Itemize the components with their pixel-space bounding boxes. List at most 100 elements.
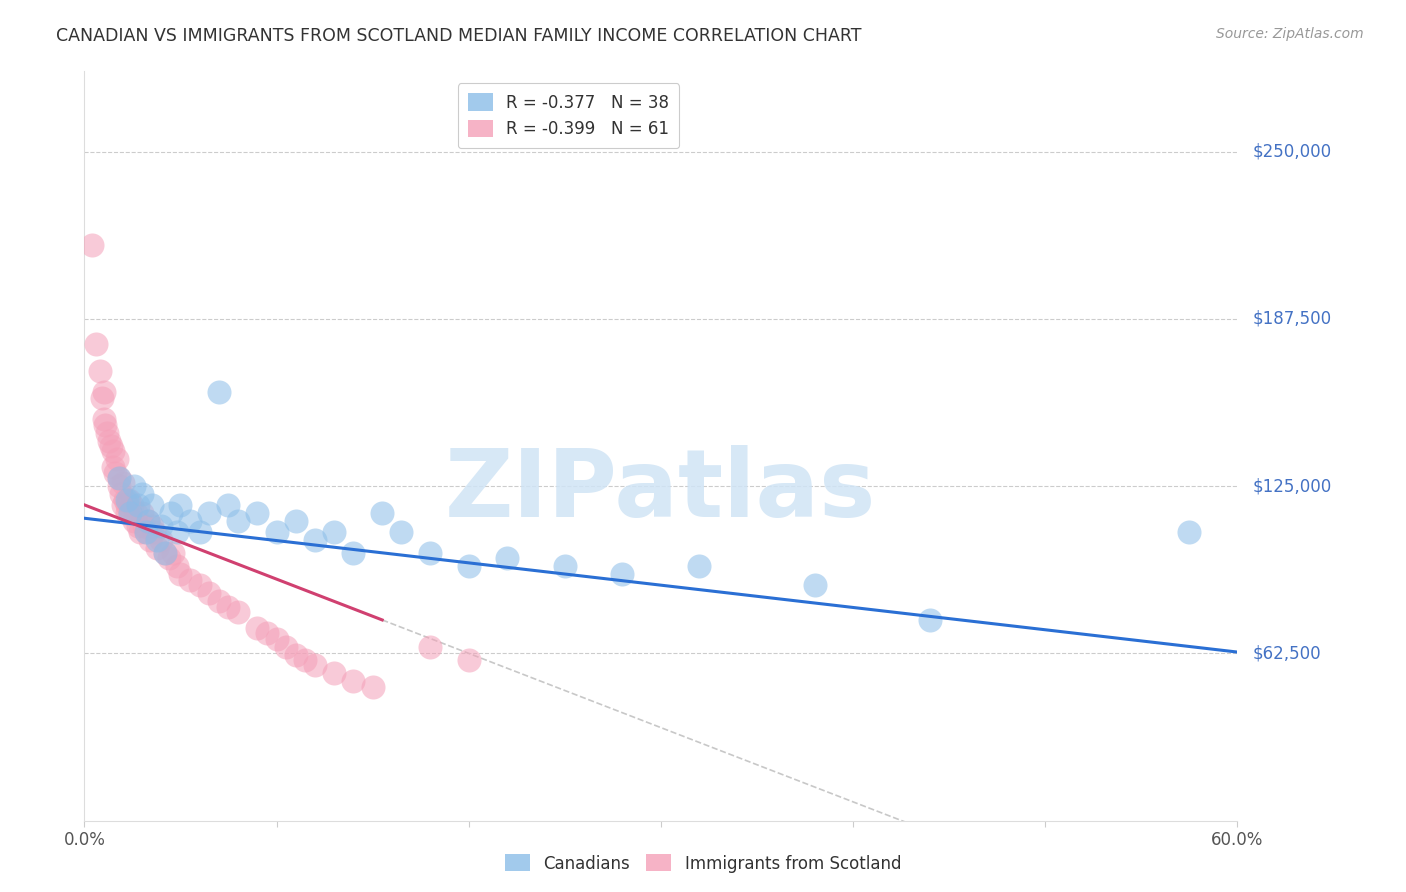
- Point: [138, 533, 160, 547]
- Point: [124, 514, 146, 528]
- Point: [114, 492, 136, 507]
- Point: [323, 666, 346, 681]
- Point: [111, 498, 134, 512]
- Point: [496, 551, 519, 566]
- Point: [146, 533, 169, 547]
- Point: [304, 658, 326, 673]
- Point: [127, 498, 149, 512]
- Legend: Canadians, Immigrants from Scotland: Canadians, Immigrants from Scotland: [498, 847, 908, 880]
- Point: [284, 648, 307, 662]
- Point: [188, 578, 211, 592]
- Point: [136, 514, 159, 528]
- Point: [90, 391, 112, 405]
- Point: [419, 546, 441, 560]
- Point: [688, 559, 710, 574]
- Point: [160, 506, 183, 520]
- Point: [166, 524, 188, 539]
- Point: [142, 524, 165, 539]
- Point: [294, 653, 316, 667]
- Point: [226, 514, 249, 528]
- Point: [323, 524, 346, 539]
- Point: [129, 524, 152, 539]
- Point: [108, 471, 131, 485]
- Point: [94, 417, 117, 432]
- Point: [125, 506, 148, 520]
- Point: [131, 506, 153, 520]
- Point: [371, 506, 394, 520]
- Point: [198, 506, 221, 520]
- Text: $62,500: $62,500: [1253, 644, 1322, 663]
- Point: [284, 514, 307, 528]
- Point: [419, 640, 441, 654]
- Point: [153, 546, 176, 560]
- Point: [84, 337, 107, 351]
- Legend: R = -0.377   N = 38, R = -0.399   N = 61: R = -0.377 N = 38, R = -0.399 N = 61: [458, 84, 679, 148]
- Point: [127, 519, 149, 533]
- Point: [166, 559, 188, 574]
- Point: [131, 487, 153, 501]
- Point: [208, 594, 231, 608]
- Point: [115, 498, 138, 512]
- Text: $250,000: $250,000: [1253, 143, 1331, 161]
- Point: [146, 541, 169, 555]
- Point: [208, 385, 231, 400]
- Point: [124, 479, 146, 493]
- Point: [153, 546, 176, 560]
- Point: [120, 506, 142, 520]
- Point: [266, 632, 288, 646]
- Point: [108, 471, 131, 485]
- Text: $125,000: $125,000: [1253, 477, 1331, 495]
- Point: [1178, 524, 1201, 539]
- Point: [342, 546, 364, 560]
- Point: [100, 439, 122, 453]
- Point: [103, 444, 124, 458]
- Point: [110, 487, 132, 501]
- Point: [135, 524, 157, 539]
- Point: [135, 524, 157, 539]
- Point: [117, 492, 139, 507]
- Point: [554, 559, 576, 574]
- Point: [246, 506, 269, 520]
- Point: [111, 476, 134, 491]
- Point: [612, 567, 634, 582]
- Point: [218, 599, 240, 614]
- Point: [141, 498, 163, 512]
- Point: [132, 519, 155, 533]
- Text: $187,500: $187,500: [1253, 310, 1331, 328]
- Point: [120, 506, 142, 520]
- Point: [169, 498, 191, 512]
- Point: [96, 425, 118, 440]
- Point: [169, 567, 191, 582]
- Point: [179, 514, 201, 528]
- Point: [304, 533, 326, 547]
- Point: [218, 498, 240, 512]
- Point: [361, 680, 384, 694]
- Point: [98, 434, 121, 448]
- Point: [198, 586, 221, 600]
- Text: Source: ZipAtlas.com: Source: ZipAtlas.com: [1216, 27, 1364, 41]
- Point: [108, 479, 131, 493]
- Point: [803, 578, 825, 592]
- Point: [342, 674, 364, 689]
- Point: [162, 546, 184, 560]
- Point: [104, 466, 127, 480]
- Point: [150, 533, 173, 547]
- Point: [150, 519, 173, 533]
- Point: [157, 551, 180, 566]
- Point: [226, 605, 249, 619]
- Point: [179, 573, 201, 587]
- Point: [457, 559, 479, 574]
- Point: [115, 506, 138, 520]
- Text: CANADIAN VS IMMIGRANTS FROM SCOTLAND MEDIAN FAMILY INCOME CORRELATION CHART: CANADIAN VS IMMIGRANTS FROM SCOTLAND MED…: [56, 27, 862, 45]
- Point: [93, 412, 115, 426]
- Point: [276, 640, 298, 654]
- Point: [256, 626, 278, 640]
- Point: [105, 452, 128, 467]
- Point: [121, 498, 143, 512]
- Point: [246, 621, 269, 635]
- Point: [141, 519, 163, 533]
- Point: [457, 653, 479, 667]
- Point: [89, 364, 111, 378]
- Text: ZIPatlas: ZIPatlas: [446, 445, 876, 537]
- Point: [918, 613, 941, 627]
